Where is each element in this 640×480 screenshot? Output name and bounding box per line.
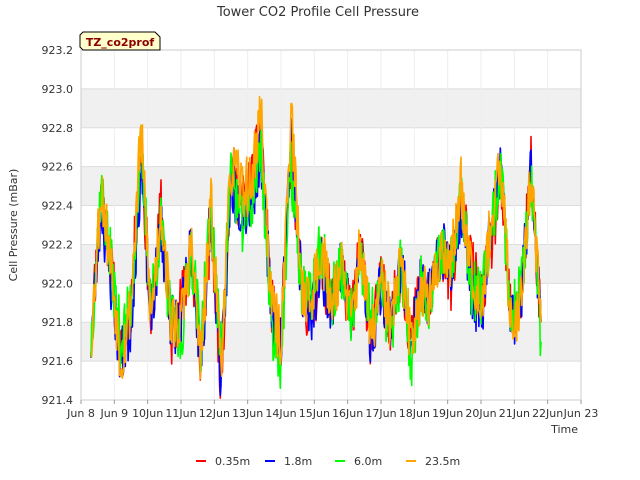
x-tick-label: 10Jun: [132, 407, 163, 420]
x-axis-label: Time: [550, 423, 578, 436]
site-badge-label: TZ_co2prof: [86, 36, 155, 49]
y-tick-label: 921.6: [42, 355, 74, 368]
x-tick-label: 16Jun: [332, 407, 363, 420]
chart-title: Tower CO2 Profile Cell Pressure: [216, 5, 419, 20]
background-band: [81, 127, 581, 167]
y-tick-label: 922.4: [42, 200, 74, 213]
x-tick-label: 18Jun: [399, 407, 430, 420]
y-tick-label: 923.2: [42, 44, 74, 57]
x-tick-label: 12Jun: [199, 407, 230, 420]
x-tick-label: Jun 23: [563, 407, 599, 420]
y-tick-label: 921.4: [42, 394, 74, 407]
x-tick-label: 20Jun: [465, 407, 496, 420]
background-band: [81, 361, 581, 400]
legend: 0.35m 1.8m 6.0m 23.5m: [196, 455, 460, 468]
y-tick-label: 921.8: [42, 316, 74, 329]
background-band: [81, 166, 581, 206]
x-axis-ticks: Jun 8 Jun 9 10Jun 11Jun 12Jun 13Jun 14Jun 15Jun…: [66, 400, 598, 420]
x-tick-label: 22Jun: [532, 407, 563, 420]
x-tick-label: 17Jun: [365, 407, 396, 420]
x-tick-label: 14Jun: [265, 407, 296, 420]
site-badge-box: [79, 31, 161, 51]
x-tick-label: 15Jun: [299, 407, 330, 420]
y-tick-label: 922.8: [42, 122, 74, 135]
x-tick-label: 13Jun: [232, 407, 263, 420]
legend-label: 6.0m: [354, 455, 382, 468]
legend-label: 1.8m: [284, 455, 312, 468]
y-tick-label: 922.2: [42, 238, 74, 251]
y-axis-ticks: 921.4 921.6 921.8 922.0 922.2 922.4 922.6 922.8…: [42, 44, 74, 407]
background-band: [81, 50, 581, 89]
y-axis-label: Cell Pressure (mBar): [7, 169, 20, 282]
y-tick-label: 923.0: [42, 83, 74, 96]
series-lines: [90, 95, 542, 399]
legend-label: 0.35m: [215, 455, 250, 468]
x-tick-label: Jun 9: [99, 407, 128, 420]
y-tick-label: 922.6: [42, 161, 74, 174]
x-tick-label: Jun 8: [66, 407, 95, 420]
background-band: [81, 322, 581, 362]
legend-label: 23.5m: [425, 455, 460, 468]
x-tick-label: 21Jun: [499, 407, 530, 420]
site-badge: TZ_co2prof: [79, 31, 161, 51]
y-tick-label: 922.0: [42, 277, 74, 290]
plot-frame: [80, 49, 582, 401]
series-line: [90, 95, 542, 380]
background-band: [81, 88, 581, 128]
x-tick-label: 19Jun: [432, 407, 463, 420]
x-tick-label: 11Jun: [165, 407, 196, 420]
